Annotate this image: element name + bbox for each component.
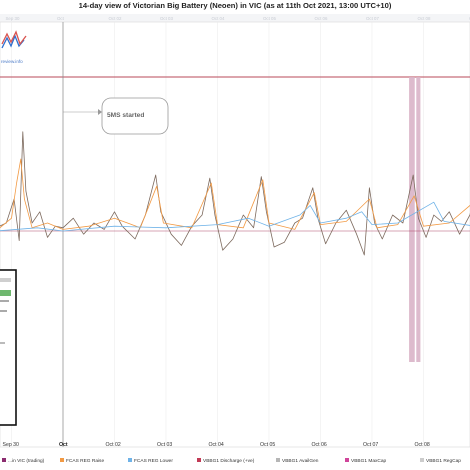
legend-swatch: [197, 458, 201, 462]
series-line: [0, 158, 470, 230]
x-tick-label: Oct 08: [415, 442, 430, 448]
legend-swatch: [60, 458, 64, 462]
x-tick-label: Oct 06: [312, 442, 327, 448]
top-date-label: Oct 07: [366, 16, 379, 21]
legend-swatch: [128, 458, 132, 462]
top-date-label: Oct 02: [109, 16, 122, 21]
legend-swatch: [345, 458, 349, 462]
x-tick-label: Oct 02: [106, 442, 121, 448]
top-date-label: Oct 05: [263, 16, 276, 21]
series-line: [0, 201, 470, 232]
series-group: [0, 131, 470, 256]
x-tick-label: Oct: [59, 442, 68, 448]
legend-label: VBBG1 Discharge (+ve): [203, 458, 255, 464]
annotation-text: 5MS started: [107, 112, 144, 119]
legend-label: FCAS REG Lower: [134, 458, 173, 464]
top-date-label: Oct 06: [315, 16, 328, 21]
legend-label: VBBG1 AvailGen: [282, 458, 319, 464]
event-bands: [409, 77, 421, 362]
legend-swatch: [2, 458, 6, 462]
top-date-label: Oct 03: [160, 16, 173, 21]
legend: ...in VIC (trading) FCAS REG Raise FCAS RE…: [2, 458, 461, 464]
top-date-label: Oct: [57, 16, 65, 21]
legend-label: VBBG1 MaxCap: [351, 458, 387, 464]
annotation-arrow-head: [98, 109, 102, 115]
legend-label: FCAS REG Raise: [66, 458, 104, 464]
inset-panel[interactable]: [0, 269, 17, 426]
x-tick-label: Oct 03: [157, 442, 172, 448]
legend-label: ...in VIC (trading): [8, 458, 45, 464]
top-date-label: Sep 30: [6, 16, 20, 21]
top-date-label: Oct 04: [212, 16, 225, 21]
legend-swatch: [276, 458, 280, 462]
legend-label: VBBG1 RegCap: [426, 458, 461, 464]
x-tick-label: Oct 04: [209, 442, 224, 448]
event-band: [409, 77, 415, 362]
series-line: [0, 131, 470, 256]
annotation-box: [101, 97, 169, 135]
x-tick-label: Oct 05: [260, 442, 275, 448]
chart-title: 14-day view of Victorian Big Battery (Ne…: [78, 1, 392, 10]
x-tick-label: Oct 07: [363, 442, 378, 448]
x-tick-label: Sep 30: [3, 442, 20, 448]
x-axis-ticks: Sep 30 Oct Oct 02 Oct 03 Oct 04 Oct 05 Oct 06 O…: [3, 442, 430, 448]
legend-swatch: [420, 458, 424, 462]
event-band: [416, 77, 421, 362]
top-date-strip: [0, 14, 470, 22]
logo-link[interactable]: review.info: [1, 59, 23, 64]
logo: [1, 30, 27, 49]
top-date-label: Oct 08: [418, 16, 431, 21]
